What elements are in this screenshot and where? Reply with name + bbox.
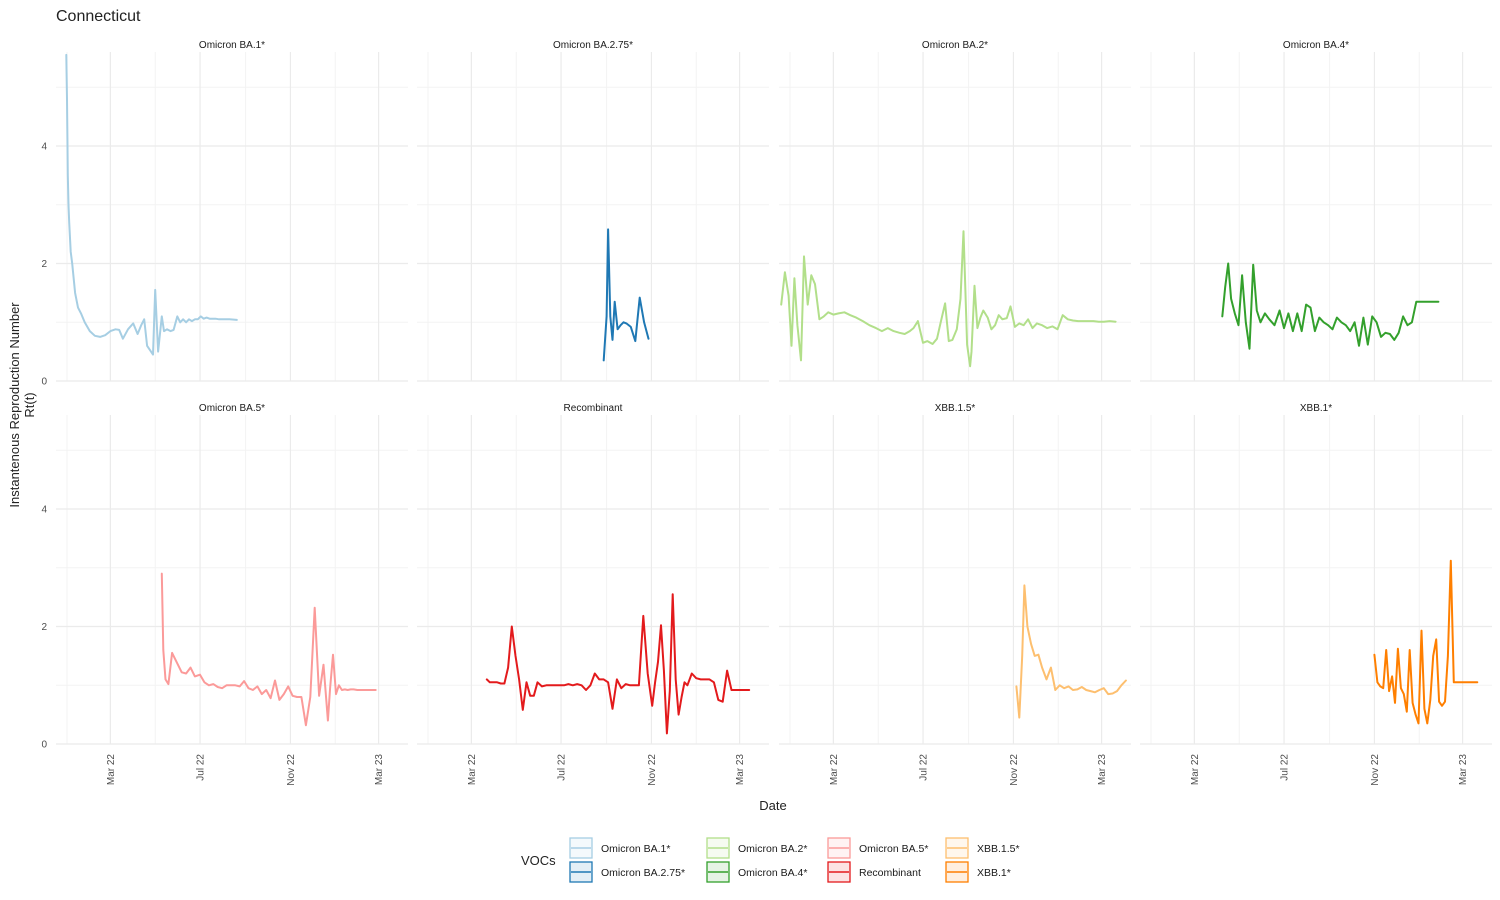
x-tick-label: Mar 22 [467, 754, 478, 786]
legend-title: VOCs [521, 853, 556, 868]
facet-panel: Omicron BA.2* [779, 40, 1131, 381]
series-line [1222, 264, 1438, 349]
legend-item: XBB.1.5* [946, 838, 1020, 858]
facet-strip-label: Omicron BA.4* [1283, 40, 1349, 51]
legend-item: Omicron BA.5* [828, 838, 928, 858]
x-tick-label: Mar 23 [374, 754, 385, 786]
legend-label: Omicron BA.5* [859, 843, 928, 855]
facet-panel: XBB.1* Mar 22 Jul 22 Nov 22 Mar 23 [1140, 403, 1492, 786]
x-tick-label: Mar 23 [1458, 754, 1469, 786]
legend-item: Omicron BA.1* [570, 838, 670, 858]
facet-panel: Recombinant Mar 22 Jul 22 Nov 22 Mar 23 [417, 403, 769, 786]
legend-item: Omicron BA.4* [707, 862, 807, 882]
x-tick-label: Jul 22 [557, 754, 568, 781]
facet-strip-label: Omicron BA.2.75* [553, 40, 633, 51]
x-tick-label: Mar 23 [1097, 754, 1108, 786]
facet-panel: Omicron BA.4* [1140, 40, 1492, 381]
facet-panel: Omicron BA.2.75* [417, 40, 769, 381]
legend-label: Recombinant [859, 867, 921, 879]
facet-strip-label: XBB.1.5* [935, 403, 976, 414]
legend-item: Recombinant [828, 862, 921, 882]
legend-label: XBB.1.5* [977, 843, 1020, 855]
facet-panel: Omicron BA.5* 0 2 4 Mar 22 Jul 22 Nov 22 Mar 23 [41, 403, 408, 786]
x-tick-label: Jul 22 [919, 754, 930, 781]
facet-strip-label: Omicron BA.1* [199, 40, 265, 51]
legend-label: Omicron BA.4* [738, 867, 807, 879]
y-tick-label: 4 [41, 142, 47, 153]
series-line [487, 594, 749, 733]
legend-item: Omicron BA.2* [707, 838, 807, 858]
legend: VOCs Omicron BA.1* Omicron BA.2.75* Omicro… [521, 838, 1020, 882]
x-tick-label: Mar 22 [106, 754, 117, 786]
series-line [781, 231, 1115, 366]
y-tick-label: 2 [41, 622, 47, 633]
facet-panels: Omicron BA.1* 0 2 4 Omicron BA.2.75* Omicron … [41, 40, 1492, 786]
x-tick-label: Jul 22 [1280, 754, 1291, 781]
series-line [1374, 561, 1477, 724]
facet-strip-label: Omicron BA.2* [922, 40, 988, 51]
facet-panel: XBB.1.5* Mar 22 Jul 22 Nov 22 Mar 23 [779, 403, 1131, 786]
y-tick-label: 2 [41, 259, 47, 270]
facet-strip-label: Recombinant [564, 403, 623, 414]
x-axis-label: Date [759, 798, 786, 813]
legend-label: Omicron BA.2.75* [601, 867, 685, 879]
legend-item: Omicron BA.2.75* [570, 862, 685, 882]
x-tick-label: Nov 22 [286, 754, 297, 786]
legend-label: Omicron BA.1* [601, 843, 670, 855]
x-tick-label: Nov 22 [647, 754, 658, 786]
facet-strip-label: Omicron BA.5* [199, 403, 265, 414]
x-tick-label: Nov 22 [1009, 754, 1020, 786]
facet-strip-label: XBB.1* [1300, 403, 1332, 414]
chart-title: Connecticut [56, 8, 141, 25]
x-tick-label: Mar 22 [1190, 754, 1201, 786]
x-tick-label: Jul 22 [196, 754, 207, 781]
x-tick-label: Mar 22 [829, 754, 840, 786]
x-tick-label: Mar 23 [735, 754, 746, 786]
y-axis-label: Instantenous Reproduction Number [7, 302, 22, 508]
x-tick-label: Nov 22 [1370, 754, 1381, 786]
facet-panel: Omicron BA.1* 0 2 4 [41, 40, 408, 388]
y-axis-label-unit: Rt(t) [22, 392, 37, 417]
y-tick-label: 4 [41, 505, 47, 516]
series-line [1016, 585, 1126, 717]
series-line [162, 574, 376, 726]
y-tick-label: 0 [41, 377, 47, 388]
y-tick-label: 0 [41, 740, 47, 751]
legend-item: XBB.1* [946, 862, 1011, 882]
series-line [604, 229, 649, 360]
legend-label: XBB.1* [977, 867, 1011, 879]
legend-label: Omicron BA.2* [738, 843, 807, 855]
